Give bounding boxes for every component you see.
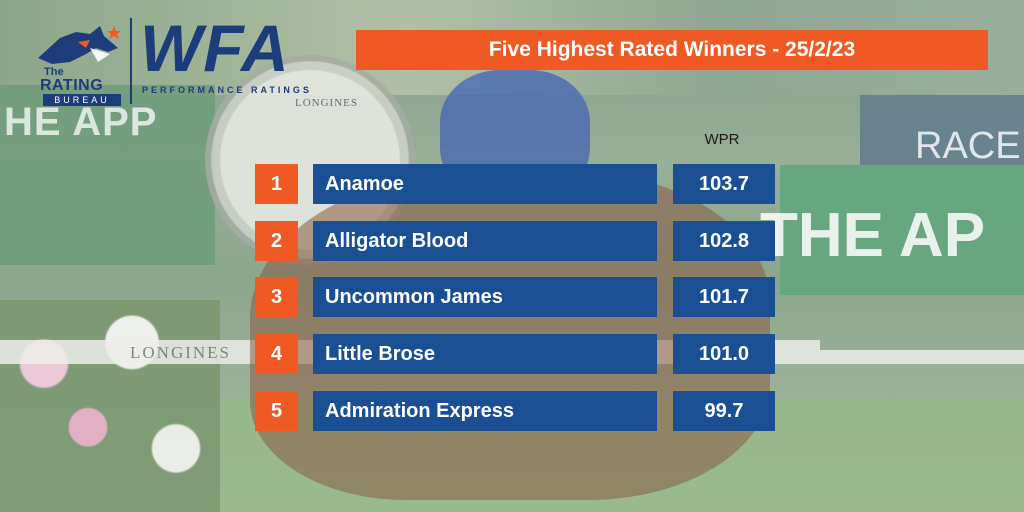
- ranking-row: 2 Alligator Blood 102.8: [255, 221, 775, 261]
- rail-brand-text: LONGINES: [130, 343, 231, 362]
- logo-the-text: The: [44, 66, 64, 78]
- wpr-value: 102.8: [673, 221, 775, 261]
- brand-logo: The RATING BUREAU WFA PERFORMANCE RATING…: [30, 12, 330, 106]
- right-billboard: [780, 165, 1024, 295]
- rank-badge: 4: [255, 334, 298, 374]
- logo-rating-text: RATING: [40, 77, 104, 94]
- left-billboard-text: HE APP: [4, 100, 158, 144]
- clock-brand-text: LONGINES: [295, 97, 358, 109]
- horse-name: Alligator Blood: [313, 221, 657, 261]
- page-title: Five Highest Rated Winners - 25/2/23: [356, 30, 988, 70]
- rank-badge: 2: [255, 221, 298, 261]
- wpr-column-header: WPR: [704, 131, 740, 148]
- ranking-row: 5 Admiration Express 99.7: [255, 391, 775, 431]
- wpr-value: 101.0: [673, 334, 775, 374]
- horse-name: Admiration Express: [313, 391, 657, 431]
- ranking-row: 1 Anamoe 103.7: [255, 164, 775, 204]
- left-billboard: [0, 85, 215, 265]
- rank-badge: 1: [255, 164, 298, 204]
- right-billboard-text: THE AP: [760, 201, 986, 270]
- running-rail-right: [820, 350, 1024, 364]
- horse-name: Anamoe: [313, 164, 657, 204]
- wfa-logo-title: WFA: [140, 11, 290, 85]
- rank-badge: 5: [255, 391, 298, 431]
- horse-name: Little Brose: [313, 334, 657, 374]
- right-top-billboard: [860, 95, 1024, 165]
- ranking-row: 3 Uncommon James 101.7: [255, 277, 775, 317]
- wfa-logo-subtitle: PERFORMANCE RATINGS: [142, 85, 312, 95]
- ranking-row: 4 Little Brose 101.0: [255, 334, 775, 374]
- rank-badge: 3: [255, 277, 298, 317]
- right-top-billboard-text: RACE: [915, 125, 1021, 167]
- wpr-value: 103.7: [673, 164, 775, 204]
- logo-bureau-text: BUREAU: [43, 94, 121, 106]
- wpr-value: 101.7: [673, 277, 775, 317]
- wpr-value: 99.7: [673, 391, 775, 431]
- logo-divider: [130, 18, 132, 104]
- horse-name: Uncommon James: [313, 277, 657, 317]
- rating-bureau-horse-icon: [38, 26, 121, 64]
- flower-bed: [0, 300, 220, 512]
